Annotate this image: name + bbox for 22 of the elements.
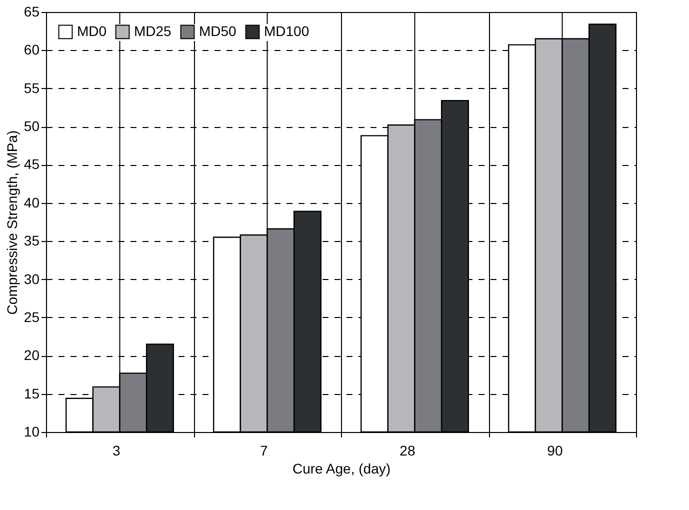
y-tick-label: 30 bbox=[24, 270, 40, 287]
x-tick-label: 28 bbox=[400, 442, 416, 458]
x-tick-label: 3 bbox=[112, 442, 120, 458]
legend-label: MD100 bbox=[264, 22, 310, 39]
y-tick-label: 55 bbox=[24, 80, 40, 96]
legend-label: MD50 bbox=[199, 22, 237, 39]
y-tick-label: 65 bbox=[24, 4, 40, 20]
y-tick-label: 40 bbox=[24, 194, 40, 210]
y-tick-label: 20 bbox=[24, 347, 40, 364]
y-tick-label: 15 bbox=[24, 385, 40, 402]
y-tick-label: 35 bbox=[24, 232, 40, 249]
x-axis-title: Cure Age, (day) bbox=[292, 460, 391, 476]
legend-label: MD0 bbox=[77, 22, 107, 39]
y-tick-label: 60 bbox=[24, 42, 40, 58]
x-tick-label: 7 bbox=[260, 442, 268, 458]
legend-label: MD25 bbox=[134, 22, 172, 39]
y-axis-title: Compressive Strength, (MPa) bbox=[4, 130, 20, 315]
x-tick-label: 90 bbox=[547, 442, 563, 458]
y-tick-label: 25 bbox=[24, 308, 40, 325]
y-tick-label: 45 bbox=[24, 156, 40, 172]
y-tick-label: 50 bbox=[24, 118, 40, 134]
y-tick-label: 10 bbox=[24, 424, 40, 440]
